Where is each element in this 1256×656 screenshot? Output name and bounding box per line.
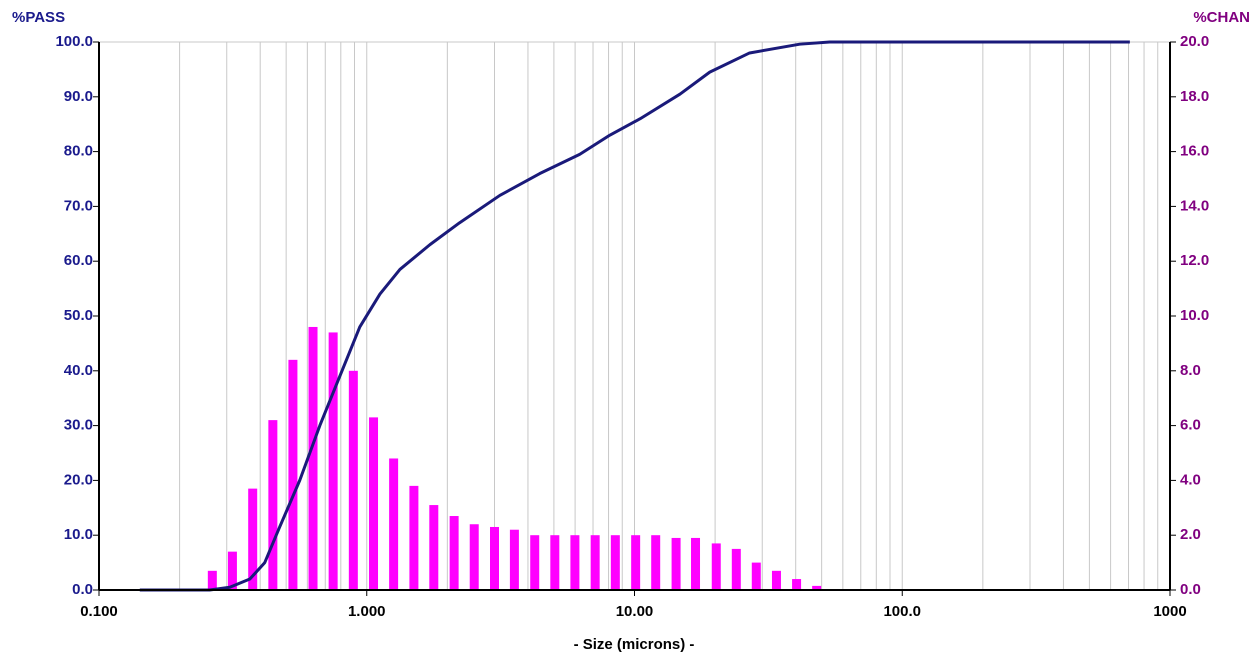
bar [631,535,641,590]
bar [731,548,741,590]
bar [651,535,661,590]
bar [328,332,338,590]
y-tick-label: 70.0 [64,197,93,214]
y2-tick-label: 6.0 [1180,417,1201,434]
bar [530,535,540,590]
bar [610,535,620,590]
bar [308,326,318,590]
bar [409,485,419,590]
line [139,40,1130,592]
x-tick-label: 100.0 [883,603,921,620]
bar [550,535,560,590]
y-tick-label: 30.0 [64,417,93,434]
bar [449,516,459,590]
bar [812,585,822,590]
bar [348,370,358,590]
y-tick-label: 0.0 [72,581,93,598]
y2-tick-label: 20.0 [1180,33,1209,50]
y-tick-label: 100.0 [55,33,93,50]
bar [711,543,721,590]
bar [268,420,278,590]
y2-tick-label: 18.0 [1180,88,1209,105]
bar [469,524,479,590]
bar [691,537,701,590]
y-tick-label: 10.0 [64,526,93,543]
y-tick-label: 80.0 [64,143,93,160]
y-tick-label: 20.0 [64,471,93,488]
y2-tick-label: 14.0 [1180,197,1209,214]
bar [751,562,761,590]
bar [369,417,379,590]
bar [771,570,781,590]
bar [248,488,258,590]
y-tick-label: 60.0 [64,252,93,269]
x-tick-label: 0.100 [80,603,118,620]
bar [489,526,499,590]
bar [227,551,237,590]
y2-tick-label: 4.0 [1180,471,1201,488]
y-axis-title: %PASS [12,9,65,26]
y2-tick-label: 0.0 [1180,581,1201,598]
y2-tick-label: 12.0 [1180,252,1209,269]
y-tick-label: 50.0 [64,307,93,324]
x-tick-label: 1.000 [348,603,386,620]
bar [671,537,681,590]
bar [207,570,217,590]
bar [389,458,399,590]
bar [792,579,802,590]
y2-tick-label: 10.0 [1180,307,1209,324]
y-tick-label: 40.0 [64,362,93,379]
x-tick-label: 1000 [1153,603,1186,620]
bar [590,535,600,590]
y2-tick-label: 16.0 [1180,143,1209,160]
y2-axis-title: %CHAN [1193,9,1250,26]
x-axis-title: - Size (microns) - [574,636,695,653]
bar [288,359,298,590]
y-tick-label: 90.0 [64,88,93,105]
x-tick-label: 10.00 [616,603,654,620]
bar [570,535,580,590]
bar [429,505,439,590]
y2-tick-label: 8.0 [1180,362,1201,379]
bar [509,529,519,590]
y2-tick-label: 2.0 [1180,526,1201,543]
